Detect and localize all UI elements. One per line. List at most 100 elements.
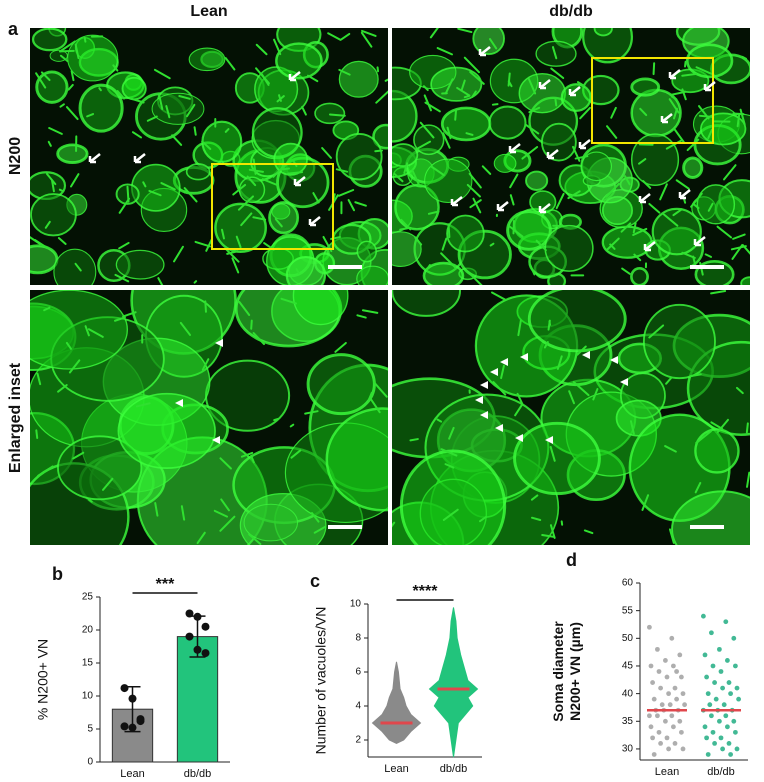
- arrow: [638, 193, 651, 204]
- fiber: [312, 192, 320, 204]
- cell: [78, 83, 124, 133]
- y-tick-label: 4: [355, 701, 361, 712]
- cell: [335, 133, 383, 181]
- fiber: [122, 311, 137, 318]
- scale-bar: [690, 265, 724, 269]
- fiber: [675, 179, 690, 190]
- fiber: [730, 245, 747, 251]
- fiber: [153, 68, 171, 80]
- fiber: [86, 113, 95, 118]
- fiber: [624, 175, 631, 186]
- data-point: [666, 691, 671, 697]
- fiber: [528, 106, 541, 114]
- arrowhead: [480, 381, 488, 389]
- cell: [696, 184, 736, 225]
- fiber: [664, 445, 677, 453]
- fiber: [310, 512, 320, 523]
- cell: [35, 70, 69, 104]
- data-point: [702, 724, 708, 730]
- cell: [306, 353, 376, 416]
- data-point: [672, 685, 678, 691]
- fiber: [135, 402, 151, 408]
- fiber: [642, 180, 652, 189]
- arrow: [538, 79, 551, 90]
- cell: [582, 28, 634, 64]
- fiber: [529, 263, 536, 276]
- fiber: [446, 126, 452, 140]
- fiber: [48, 126, 63, 135]
- fiber: [541, 533, 555, 538]
- fiber: [471, 90, 477, 98]
- fiber: [621, 267, 631, 275]
- cell: [392, 290, 462, 317]
- fiber: [422, 85, 429, 92]
- violin: [428, 607, 479, 758]
- y-tick-label: 8: [355, 633, 361, 644]
- fiber: [335, 168, 349, 173]
- fiber: [237, 195, 254, 211]
- fiber: [549, 445, 556, 462]
- fiber: [225, 248, 240, 263]
- fiber: [273, 38, 282, 56]
- arrow: [496, 201, 509, 212]
- fiber: [695, 66, 713, 75]
- fiber: [550, 67, 565, 80]
- fiber: [556, 355, 563, 370]
- fiber: [648, 202, 661, 214]
- data-point: [704, 674, 709, 680]
- micrograph: [392, 28, 750, 285]
- fiber: [444, 78, 454, 95]
- fiber: [36, 372, 42, 386]
- data-point: [677, 652, 683, 658]
- fiber: [638, 158, 647, 165]
- arrow: [643, 241, 656, 252]
- fiber: [419, 121, 435, 139]
- fiber: [248, 533, 262, 545]
- fiber: [240, 212, 253, 227]
- fiber: [669, 90, 687, 96]
- fiber: [716, 418, 729, 434]
- fiber: [516, 392, 524, 405]
- fiber: [468, 172, 482, 189]
- fiber: [442, 508, 459, 521]
- fiber: [250, 319, 253, 330]
- cell: [694, 428, 740, 474]
- cell: [275, 42, 323, 80]
- fiber: [441, 237, 448, 251]
- fiber: [632, 227, 648, 236]
- cell: [630, 77, 661, 97]
- fiber: [436, 47, 454, 56]
- y-tick-label: 20: [82, 625, 94, 636]
- data-point: [651, 696, 657, 702]
- fiber: [238, 300, 251, 317]
- data-point: [709, 630, 714, 636]
- panel-label: a: [8, 19, 19, 39]
- fiber: [179, 321, 192, 336]
- fiber: [490, 291, 506, 301]
- fiber: [393, 172, 404, 183]
- data-point: [128, 723, 137, 732]
- arrowhead: [215, 339, 223, 347]
- data-point: [709, 713, 714, 719]
- cell: [292, 290, 349, 326]
- fiber: [274, 217, 283, 228]
- fiber: [427, 210, 440, 215]
- fiber: [574, 155, 589, 160]
- data-point: [705, 752, 711, 757]
- fiber: [429, 28, 439, 39]
- fiber: [681, 251, 696, 259]
- significance: ***: [156, 576, 175, 593]
- micrograph: [30, 290, 388, 545]
- fiber: [710, 290, 727, 295]
- fiber: [551, 46, 558, 60]
- fiber: [165, 105, 171, 119]
- fiber: [606, 125, 618, 139]
- row-header: N200: [7, 137, 24, 175]
- data-point: [185, 609, 194, 618]
- cell: [527, 290, 627, 353]
- fiber: [280, 167, 290, 171]
- fiber: [384, 78, 388, 82]
- fiber: [340, 32, 351, 41]
- fiber: [47, 140, 52, 147]
- data-point: [723, 619, 729, 625]
